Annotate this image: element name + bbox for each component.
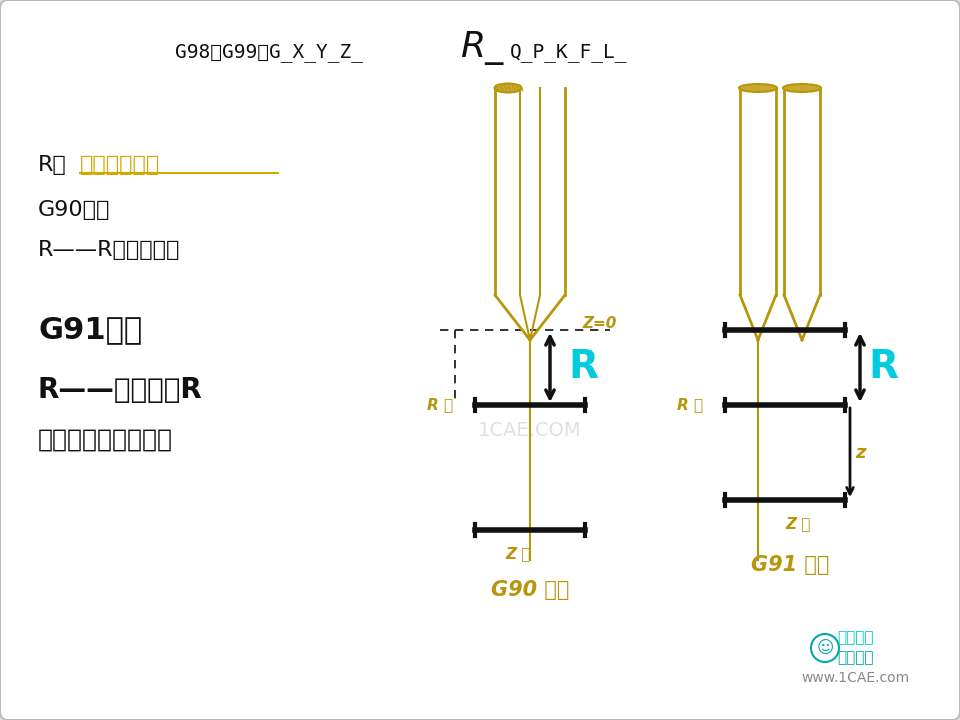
- Text: www.1CAE.com: www.1CAE.com: [801, 671, 909, 685]
- Text: G91时，: G91时，: [38, 315, 142, 344]
- Text: R——初始点到R: R——初始点到R: [38, 376, 203, 404]
- Text: 安全平面位置: 安全平面位置: [80, 155, 160, 175]
- Ellipse shape: [783, 84, 821, 92]
- Text: 仿真在线: 仿真在线: [837, 650, 874, 665]
- Text: Z 点: Z 点: [505, 546, 530, 561]
- Text: Q_P_K_F_L_: Q_P_K_F_L_: [510, 42, 628, 61]
- Text: R: R: [568, 348, 598, 387]
- Text: R 点: R 点: [427, 397, 453, 413]
- Text: R: R: [868, 348, 898, 387]
- Text: z: z: [855, 444, 866, 462]
- Text: G90时，: G90时，: [38, 200, 110, 220]
- Text: Z=0: Z=0: [582, 317, 616, 331]
- Text: R_: R_: [460, 31, 503, 65]
- Text: 面的距离（常为负）: 面的距离（常为负）: [38, 428, 173, 452]
- Text: ☺: ☺: [816, 639, 833, 657]
- Text: R——R面的坐标値: R——R面的坐标値: [38, 240, 180, 260]
- Ellipse shape: [494, 84, 521, 92]
- Text: Z 点: Z 点: [785, 516, 810, 531]
- Text: 机械学霖: 机械学霖: [837, 631, 874, 646]
- Text: 1CAE.COM: 1CAE.COM: [478, 420, 582, 439]
- Text: G91 编程: G91 编程: [751, 555, 829, 575]
- Text: G98（G99）G_X_Y_Z_: G98（G99）G_X_Y_Z_: [175, 42, 363, 61]
- Text: R 点: R 点: [677, 397, 703, 413]
- Ellipse shape: [739, 84, 777, 92]
- Text: G90 编程: G90 编程: [491, 580, 569, 600]
- Text: R为: R为: [38, 155, 67, 175]
